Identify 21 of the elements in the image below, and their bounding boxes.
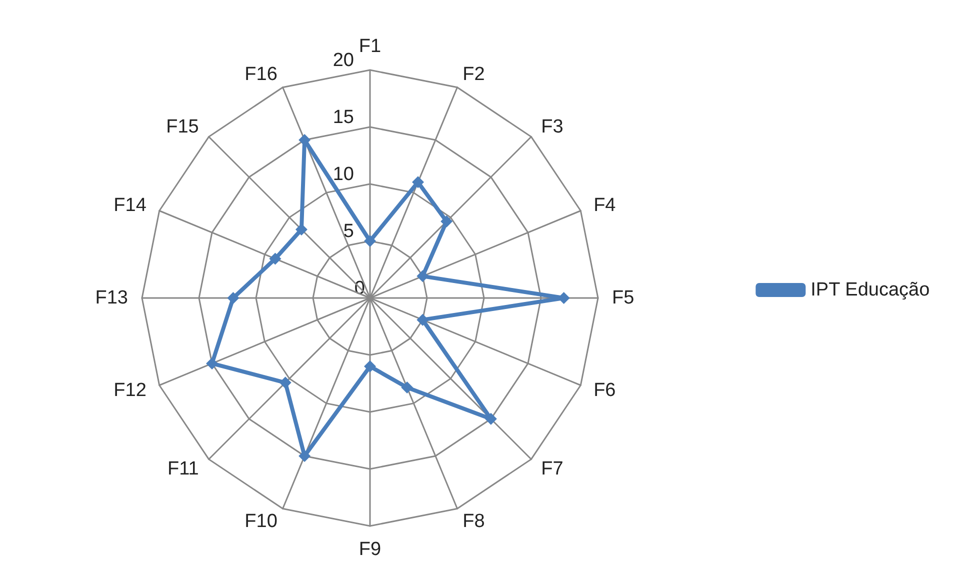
spoke-label: F3 (541, 116, 564, 138)
spoke-label: F8 (462, 511, 485, 532)
spoke-label: F11 (168, 458, 199, 480)
spoke-label: F14 (114, 194, 147, 216)
spoke-label: F12 (114, 380, 146, 402)
spoke-label: F15 (166, 116, 199, 138)
spoke-label: F9 (358, 539, 382, 560)
spoke-label: F1 (358, 36, 382, 57)
spoke-label: F4 (594, 194, 616, 216)
spoke-label: F10 (244, 511, 278, 532)
y-tick-label: 10 (332, 164, 354, 185)
y-tick-label: 5 (343, 221, 354, 242)
spoke-label: F2 (462, 64, 485, 85)
y-tick-label: 20 (332, 50, 354, 71)
spoke-label: F5 (612, 288, 634, 308)
legend-label: IPT Educação (810, 280, 930, 300)
spoke-label: F6 (594, 380, 616, 402)
y-tick-label: 15 (332, 107, 354, 128)
spoke-label: F16 (244, 64, 278, 85)
spoke-label: F13 (95, 288, 128, 308)
spoke-label: F7 (541, 458, 564, 480)
